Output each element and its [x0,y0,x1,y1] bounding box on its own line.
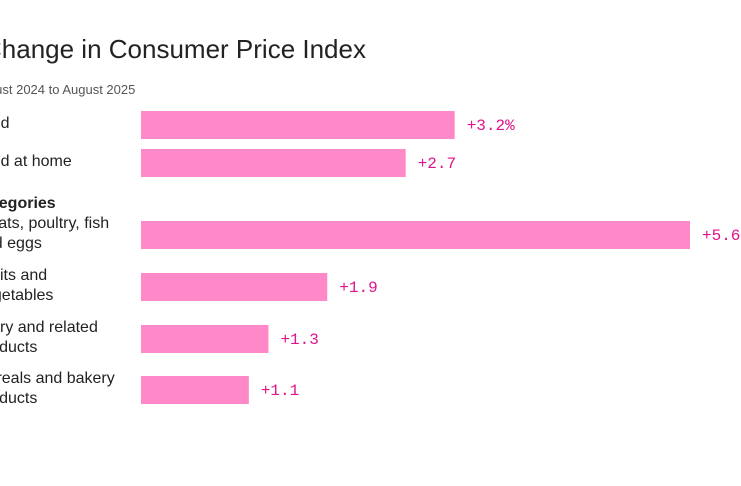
category-label: Dairy and related products [0,319,98,356]
bar [141,221,690,249]
category-label: Fruits and vegetables [0,267,54,304]
value-label: +5.6 [702,227,740,245]
bar [141,273,328,301]
bar [141,111,455,139]
bar [141,149,406,177]
value-label: +1.9 [339,279,377,297]
value-label: +3.2% [467,117,515,135]
section-label: Categories [0,195,56,212]
chart-subtitle: August 2024 to August 2025 [0,82,136,97]
bar [141,325,269,353]
chart-title: Change in Consumer Price Index [0,34,366,64]
category-label: Meats, poultry, fish and eggs [0,215,110,252]
value-label: +2.7 [418,155,456,173]
category-label: Cereals and bakery products [0,370,115,407]
category-label: Food at home [0,153,72,170]
value-label: +1.1 [261,382,299,400]
value-label: +1.3 [280,331,318,349]
bar [141,376,249,404]
category-label: Food [0,115,10,132]
